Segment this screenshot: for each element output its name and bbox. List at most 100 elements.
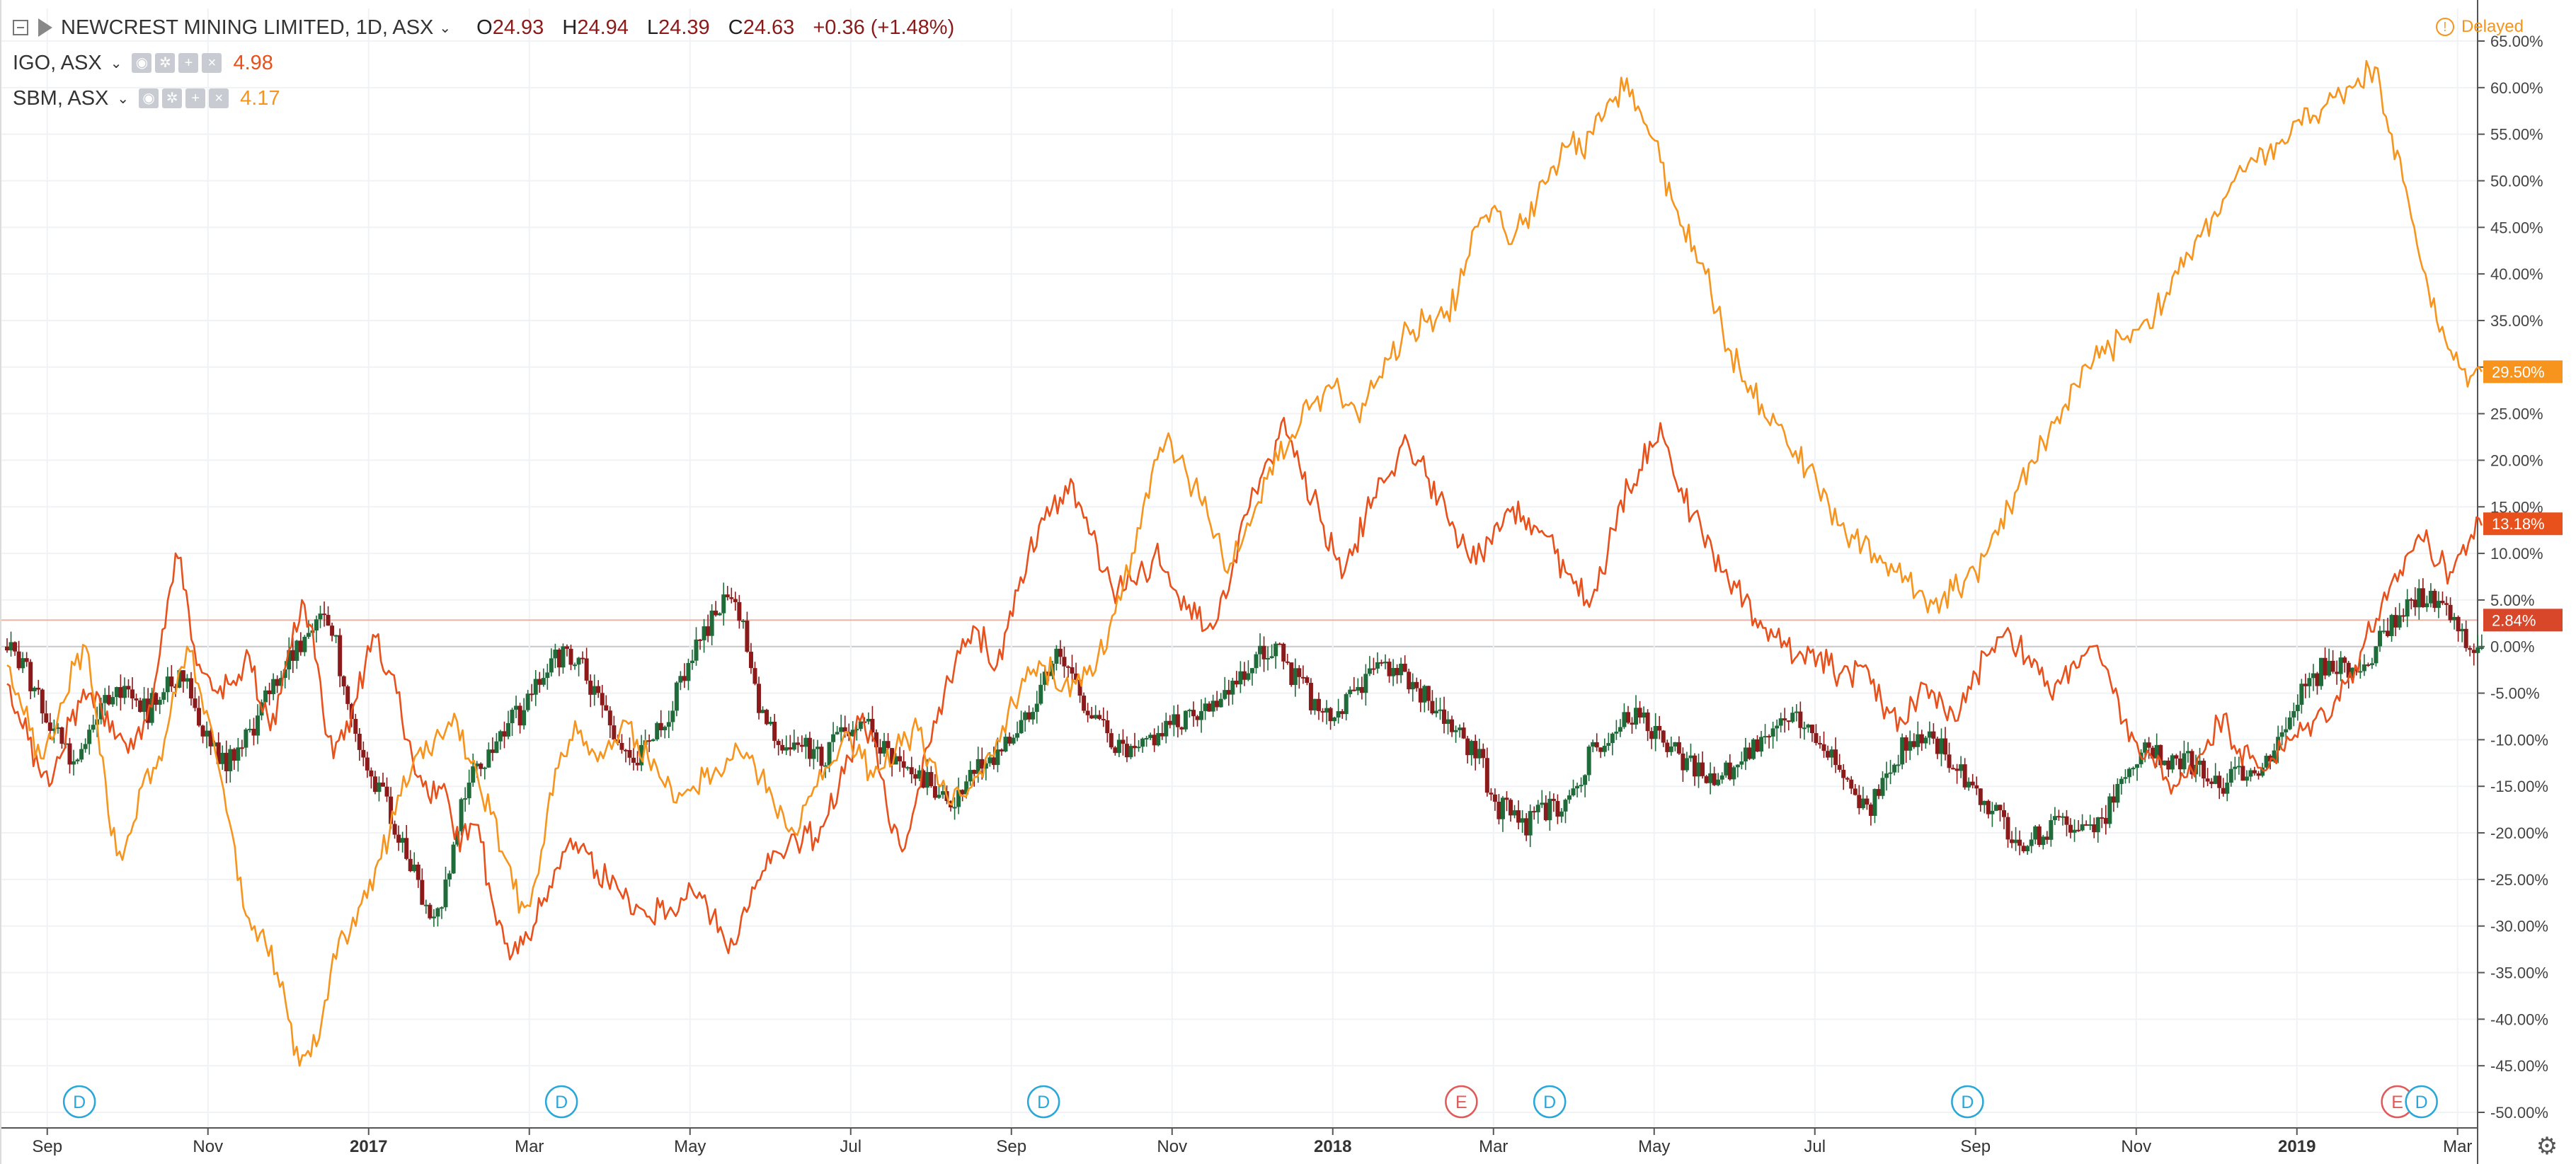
candle-body[interactable] <box>2468 647 2473 650</box>
candle-body[interactable] <box>1719 775 1724 780</box>
candle-body[interactable] <box>772 721 777 742</box>
candle-body[interactable] <box>2001 810 2006 817</box>
candle-body[interactable] <box>1418 688 1423 703</box>
candle-body[interactable] <box>67 743 72 765</box>
candle-body[interactable] <box>952 807 957 809</box>
candle-body[interactable] <box>1042 672 1047 685</box>
candle-body[interactable] <box>1332 717 1337 722</box>
candle-body[interactable] <box>1998 805 2003 811</box>
candle-body[interactable] <box>694 639 699 661</box>
candle-body[interactable] <box>8 642 13 651</box>
candle-body[interactable] <box>1802 727 1807 730</box>
candle-body[interactable] <box>185 678 190 682</box>
candle-body[interactable] <box>2084 824 2089 826</box>
candle-body[interactable] <box>898 756 903 761</box>
candle-body[interactable] <box>16 651 21 669</box>
candle-body[interactable] <box>1328 708 1333 722</box>
candle-body[interactable] <box>588 680 593 695</box>
candle-body[interactable] <box>1927 731 1932 738</box>
candle-body[interactable] <box>827 742 832 766</box>
candle-body[interactable] <box>592 686 597 695</box>
candle-body[interactable] <box>1133 746 1138 749</box>
candle-body[interactable] <box>1191 710 1196 717</box>
candle-body[interactable] <box>2005 817 2010 840</box>
candle-body[interactable] <box>522 710 527 726</box>
candle-body[interactable] <box>1407 672 1412 690</box>
candle-body[interactable] <box>2252 770 2257 773</box>
candle-body[interactable] <box>1794 711 1799 713</box>
candle-body[interactable] <box>1900 737 1905 765</box>
candle-body[interactable] <box>435 908 440 917</box>
candle-body[interactable] <box>835 732 840 734</box>
candle-body[interactable] <box>2409 599 2414 601</box>
candle-body[interactable] <box>247 728 252 730</box>
candle-body[interactable] <box>1175 714 1180 727</box>
candle-body[interactable] <box>1179 727 1184 730</box>
candle-body[interactable] <box>1876 789 1881 796</box>
candle-body[interactable] <box>831 734 836 742</box>
candle-body[interactable] <box>2115 783 2120 803</box>
candle-body[interactable] <box>2386 630 2391 636</box>
candle-body[interactable] <box>244 729 248 748</box>
candle-body[interactable] <box>2107 796 2112 824</box>
candle-body[interactable] <box>1884 773 1889 778</box>
candle-body[interactable] <box>220 752 225 764</box>
candle-body[interactable] <box>1649 731 1654 739</box>
candle-body[interactable] <box>1610 733 1615 744</box>
candle-body[interactable] <box>2428 590 2433 604</box>
candle-body[interactable] <box>807 737 812 759</box>
candle-body[interactable] <box>322 613 327 616</box>
candle-body[interactable] <box>318 613 323 620</box>
candle-body[interactable] <box>1023 712 1028 720</box>
candle-body[interactable] <box>2295 705 2300 711</box>
candle-body[interactable] <box>1489 793 1494 795</box>
candle-body[interactable] <box>1591 742 1596 747</box>
candle-body[interactable] <box>1551 798 1556 801</box>
candle-body[interactable] <box>287 650 292 669</box>
candle-body[interactable] <box>983 763 988 769</box>
candle-body[interactable] <box>564 646 569 649</box>
igo-line[interactable] <box>6 417 2483 961</box>
candle-body[interactable] <box>2291 710 2296 718</box>
candle-body[interactable] <box>345 686 350 704</box>
candle-body[interactable] <box>1246 673 1251 680</box>
candle-body[interactable] <box>1383 662 1388 664</box>
candle-body[interactable] <box>658 722 663 731</box>
candle-body[interactable] <box>103 695 108 703</box>
candle-body[interactable] <box>1348 689 1353 694</box>
candle-body[interactable] <box>21 658 25 669</box>
candle-body[interactable] <box>1829 749 1834 758</box>
candle-body[interactable] <box>1872 789 1877 816</box>
candle-body[interactable] <box>2452 616 2457 621</box>
candle-body[interactable] <box>381 782 386 787</box>
candle-body[interactable] <box>114 686 119 698</box>
candle-body[interactable] <box>396 834 401 843</box>
candle-body[interactable] <box>2146 742 2151 748</box>
candle-body[interactable] <box>1453 730 1458 732</box>
candle-body[interactable] <box>341 676 346 686</box>
candle-body[interactable] <box>1904 737 1908 751</box>
candle-body[interactable] <box>1277 643 1282 645</box>
candle-body[interactable] <box>1841 769 1846 778</box>
candle-body[interactable] <box>1379 662 1384 664</box>
candle-body[interactable] <box>1724 762 1729 776</box>
candle-body[interactable] <box>1990 810 1995 814</box>
candle-body[interactable] <box>1837 765 1842 770</box>
candle-body[interactable] <box>482 767 487 769</box>
candle-body[interactable] <box>784 747 789 751</box>
candle-body[interactable] <box>604 705 609 711</box>
candle-body[interactable] <box>1806 725 1811 728</box>
candle-body[interactable] <box>1356 686 1361 691</box>
candle-body[interactable] <box>1735 764 1740 768</box>
candle-body[interactable] <box>2185 751 2190 754</box>
candle-body[interactable] <box>2033 826 2038 840</box>
candle-body[interactable] <box>279 678 284 686</box>
candle-body[interactable] <box>1865 798 1870 805</box>
candle-body[interactable] <box>1681 753 1685 771</box>
candle-body[interactable] <box>384 786 389 797</box>
candle-body[interactable] <box>361 749 366 758</box>
candle-body[interactable] <box>2362 664 2366 672</box>
candle-body[interactable] <box>576 657 581 665</box>
collapse-legend-icon[interactable] <box>13 20 28 35</box>
candle-body[interactable] <box>561 646 566 668</box>
